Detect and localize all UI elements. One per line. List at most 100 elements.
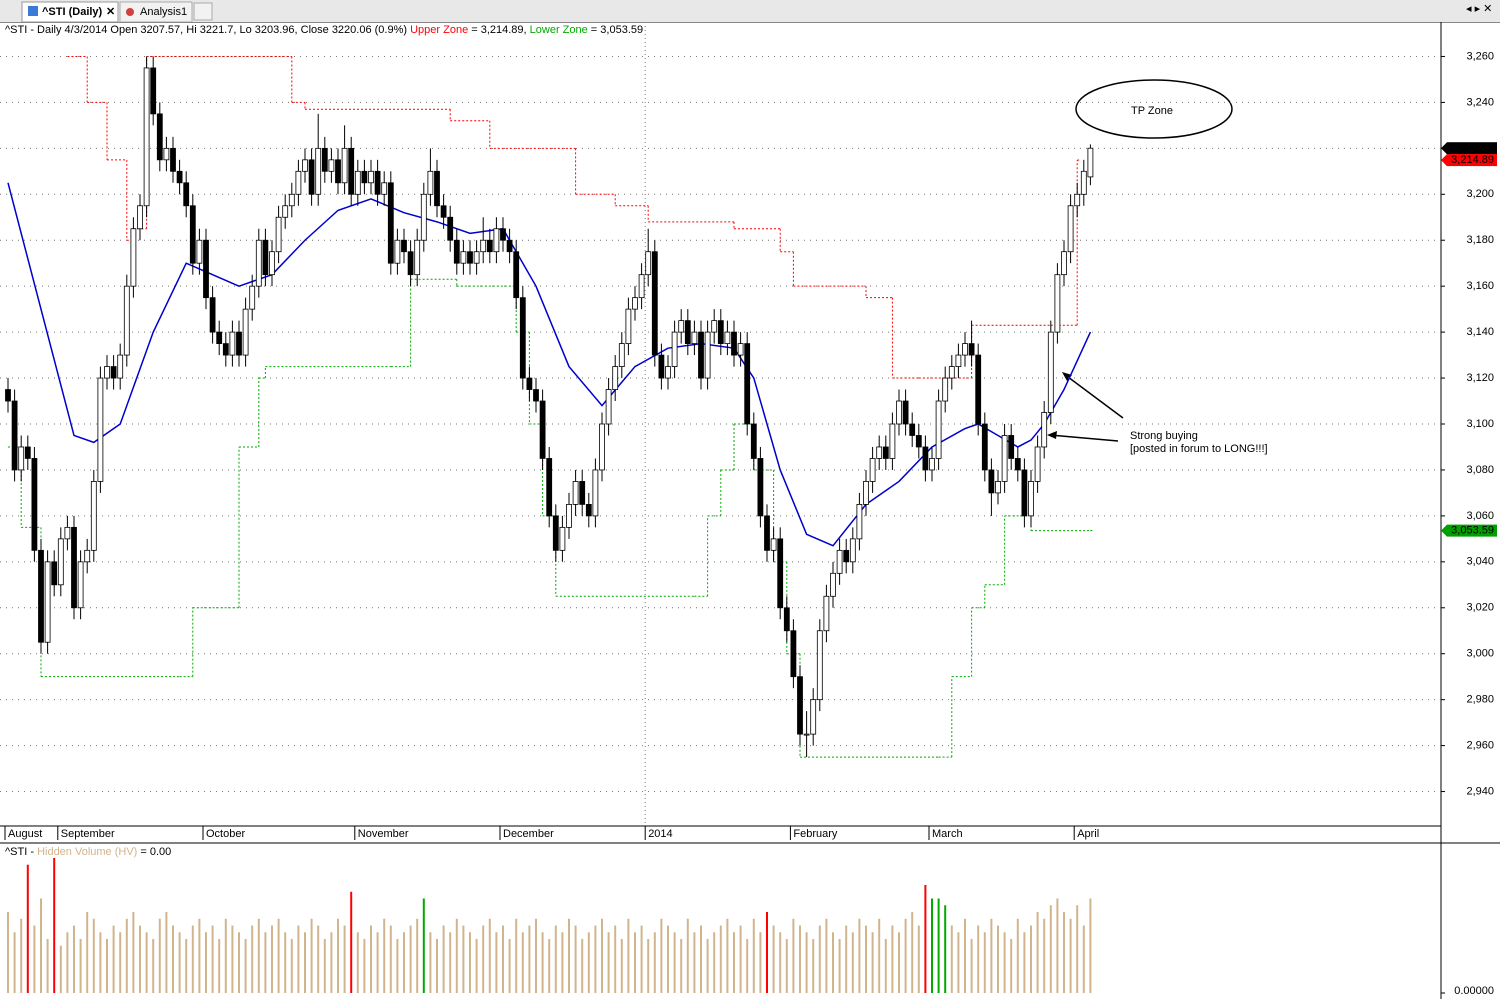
candle-body [566,503,572,528]
candle-body [731,331,737,356]
candle-body [434,170,440,207]
candle-body [678,320,685,333]
candle-body [935,400,942,459]
candle-body [321,147,328,172]
candle-body [97,377,104,482]
candle-body [24,446,31,459]
candle-body [638,274,645,299]
scroll-arrows[interactable]: ◂ ▸ ✕ [1466,3,1492,15]
candle-body [1001,435,1008,482]
candle-body [453,239,460,264]
candle-body [830,572,836,597]
candle-body [394,239,401,264]
candle-body [757,458,764,517]
candle-body [500,228,506,241]
candle-body [381,182,388,195]
tab-icon [126,8,134,16]
volume-value: = 0.00 [137,846,171,858]
candle-body [222,343,229,356]
candle-body [1067,205,1074,253]
header-text: ^STI - Daily 4/3/2014 Open 3207.57, Hi 3… [5,24,410,36]
candle-body [592,469,599,517]
tab-label[interactable]: ^STI (Daily) [42,6,103,18]
candle-body [44,561,51,643]
candle-body [282,205,289,218]
candle-body [909,423,916,436]
candle-body [882,446,889,459]
arrow [1049,434,1119,442]
tab-close[interactable]: ✕ [106,6,115,18]
tab-label[interactable]: Analysis1 [140,6,187,18]
candle-body [420,193,427,241]
candle-body [889,423,896,459]
lower-label: Lower Zone [530,24,588,36]
candle-body [130,228,137,287]
price-flag-label: 3,220.06 [1451,142,1494,154]
candle-body [427,170,434,195]
y-tick-label: 3,080 [1466,464,1494,476]
y-tick-label: 3,200 [1466,188,1494,200]
candle-body [929,458,935,471]
candle-body [599,423,605,471]
candle-body [486,239,493,253]
candle-body [869,458,876,482]
candle-body [698,331,704,379]
tab-bar [0,0,1500,22]
candle-body [1028,481,1034,517]
price-flag-pointer [1441,524,1447,537]
candle-body [684,320,691,344]
candle-body [797,676,803,735]
candle-body [255,239,262,287]
candle-body [295,170,302,195]
volume-name: Hidden Volume (HV) [37,846,137,858]
candle-body [1061,251,1067,276]
annotation: TP Zone [1131,105,1173,117]
y-tick-label: 3,100 [1466,418,1494,430]
candle-body [480,239,487,253]
candle-body [51,561,58,586]
candle-body [691,331,698,345]
candle-body [1041,412,1048,448]
candle-body [150,67,157,115]
y-tick-label: 3,180 [1466,234,1494,246]
candle-body [995,481,1001,494]
candle-body [737,343,744,356]
candle-body [275,216,282,253]
candle-body [209,297,216,333]
candle-body [988,469,995,494]
candle-body [473,251,480,264]
candle-body [658,354,665,379]
candle-body [262,239,269,276]
candle-body [816,630,823,701]
candle-body [1008,435,1015,459]
candle-body [143,67,150,207]
candle-body [460,251,467,264]
candle-body [579,481,586,505]
candle-body [64,526,71,540]
candle-body [110,366,117,379]
candle-body [896,400,902,425]
x-tick-label: August [8,828,42,840]
x-tick-label: February [793,828,838,840]
candle-body [665,366,671,379]
candle-body [955,354,962,367]
candle-body [176,170,183,184]
candle-body [335,159,341,184]
candle-body [981,423,988,471]
candle-body [968,343,975,356]
x-tick-label: April [1077,828,1099,840]
candle-body [216,331,223,345]
candle-body [618,343,625,367]
candle-body [625,308,632,344]
candle-body [843,549,850,563]
candle-body [876,446,883,459]
candle-body [764,515,770,551]
candle-body [302,159,308,172]
new-tab[interactable] [193,2,213,21]
y-tick-label: 3,260 [1466,50,1494,62]
y-tick-label: 3,240 [1466,96,1494,108]
price-flag-pointer [1441,142,1447,155]
x-tick-label: 2014 [648,828,672,840]
candle-body [31,458,38,551]
y-tick-label: 3,040 [1466,556,1494,568]
